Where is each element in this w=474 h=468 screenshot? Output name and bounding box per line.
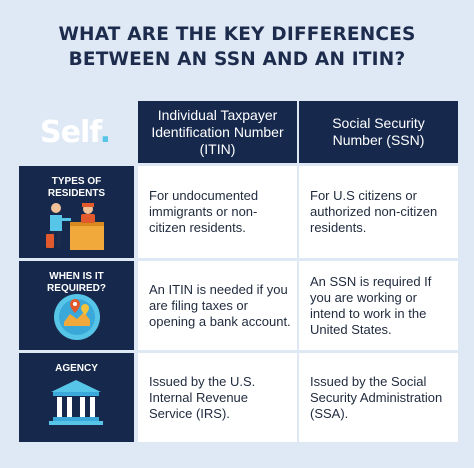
cell-ssn-required: An SSN is required If you are working or…	[299, 261, 458, 350]
cell-ssn-agency: Issued by the Social Security Administra…	[299, 353, 458, 442]
ssn-header-line-2: Number (SSN)	[332, 132, 425, 148]
row-label-line-1: AGENCY	[55, 363, 98, 374]
column-header-ssn: Social Security Number (SSN)	[299, 101, 458, 163]
logo-dot: .	[99, 115, 111, 150]
self-logo: Self.	[40, 115, 111, 150]
column-header-itin: Individual Taxpayer Identification Numbe…	[138, 101, 297, 163]
government-building-icon	[49, 380, 103, 425]
row-label-line-2: RESIDENTS	[47, 188, 106, 199]
title-line-1: WHAT ARE THE KEY DIFFERENCES	[58, 24, 416, 45]
infographic-title: WHAT ARE THE KEY DIFFERENCES BETWEEN AN …	[0, 22, 474, 72]
cell-itin-required: An ITIN is needed if you are filing taxe…	[138, 261, 297, 350]
itin-header-line-2: Identification Number	[151, 123, 284, 140]
row-label-line-2: REQUIRED?	[47, 283, 106, 294]
row-label-line-1: WHEN IS IT	[49, 271, 104, 282]
cell-itin-residents: For undocumented immigrants or non-citiz…	[138, 166, 297, 258]
cell-ssn-residents: For U.S citizens or authorized non-citiz…	[299, 166, 458, 258]
row-label-line-1: TYPES OF	[51, 176, 102, 187]
globe-map-pins-icon	[54, 294, 100, 340]
title-line-2: BETWEEN AN SSN AND AN ITIN?	[68, 49, 406, 70]
cell-itin-agency: Issued by the U.S. Internal Revenue Serv…	[138, 353, 297, 442]
residents-illustration-icon	[46, 203, 104, 250]
logo-text: Self	[40, 115, 101, 150]
row-label-agency: AGENCY	[19, 353, 134, 442]
itin-header-line-3: (ITIN)	[199, 140, 236, 157]
itin-header-line-1: Individual Taxpayer	[157, 106, 278, 123]
ssn-header-line-1: Social Security	[332, 115, 425, 131]
